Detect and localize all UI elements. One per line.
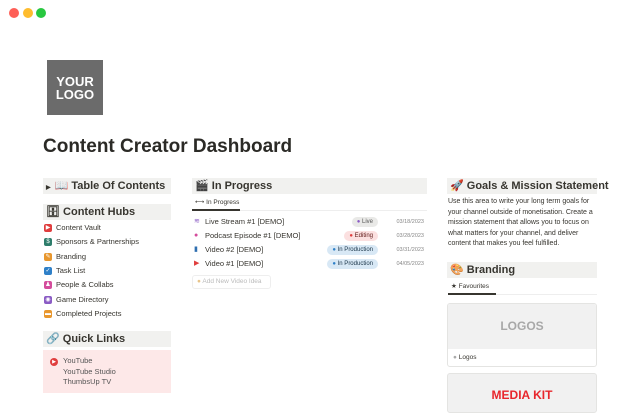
hub-link[interactable]: ▬ Completed Projects xyxy=(44,308,121,320)
status-label: In Production xyxy=(337,247,373,253)
link-icon: 🔗 xyxy=(46,333,60,345)
row-date: 03/31/2023 xyxy=(396,247,424,253)
status-badge: ● Editing xyxy=(344,231,378,241)
hub-label: Branding xyxy=(56,251,87,261)
card-cover: MEDIA KIT xyxy=(491,388,553,402)
pencil-icon: ✎ xyxy=(44,252,52,261)
tab-label: In Progress xyxy=(206,199,240,206)
page-icon: ● xyxy=(453,354,457,361)
close-button[interactable] xyxy=(9,8,19,18)
branding-tabs: ★ Favourites xyxy=(448,280,597,295)
media-kit-card[interactable]: MEDIA KIT xyxy=(447,373,597,413)
table-row[interactable]: ≋ Live Stream #1 [DEMO] ● Live 03/18/2023 xyxy=(194,216,424,228)
hub-label: Task List xyxy=(56,265,86,275)
table-row[interactable]: ▮ Video #2 [DEMO] ● In Production 03/31/2… xyxy=(194,244,424,256)
youtube-icon: ▶ xyxy=(50,358,58,366)
table-row[interactable]: ● Podcast Episode #1 [DEMO] ● Editing 03/… xyxy=(194,230,424,242)
wifi-icon: ≋ xyxy=(194,218,200,225)
video-icon: ▶ xyxy=(44,224,52,232)
link-youtube-studio[interactable]: YouTube Studio xyxy=(63,366,116,376)
row-date: 03/18/2023 xyxy=(396,219,424,225)
link-thumbsup-tv[interactable]: ThumbsUp TV xyxy=(63,377,112,386)
card-title: Logos xyxy=(458,354,477,361)
hub-label: Content Vault xyxy=(56,223,101,232)
book-icon: 📖 xyxy=(54,180,69,192)
button-label: Add New Video Idea xyxy=(202,278,262,285)
hub-link[interactable]: $ Sponsors & Partnerships xyxy=(44,236,139,248)
content-hubs-heading: 🗄 Content Hubs xyxy=(43,204,171,220)
hub-link[interactable]: ◉ Game Directory xyxy=(44,294,109,306)
minimize-button[interactable] xyxy=(23,8,33,18)
status-label: In Production xyxy=(337,261,373,267)
star-icon: ★ xyxy=(451,283,457,290)
status-badge: ● In Production xyxy=(327,259,378,269)
hub-label: Completed Projects xyxy=(56,308,122,318)
palette-icon: 🎨 xyxy=(450,264,464,276)
phone-icon: ▮ xyxy=(194,246,198,253)
quick-links-callout: ▶ YouTube YouTube Studio ThumbsUp TV xyxy=(43,350,171,393)
cabinet-icon: 🗄 xyxy=(46,206,60,218)
logo: YOUR LOGO xyxy=(47,60,103,115)
card-cover: LOGOS xyxy=(448,304,596,349)
add-video-idea-button[interactable]: ● Add New Video Idea xyxy=(192,275,271,289)
goals-heading: 🚀 Goals & Mission Statement xyxy=(447,178,609,194)
logo-text: LOGO xyxy=(55,86,95,102)
link-youtube[interactable]: YouTube xyxy=(63,356,93,365)
archive-icon: ▬ xyxy=(44,309,52,318)
branding-heading: 🎨 Branding xyxy=(447,262,597,278)
heading-text: Goals & Mission Statement xyxy=(466,180,609,192)
tab-in-progress[interactable]: ⟷ In Progress xyxy=(192,196,240,211)
heading-text: In Progress xyxy=(211,180,273,192)
view-tabs: ⟷ In Progress xyxy=(192,196,427,211)
hub-label: Sponsors & Partnerships xyxy=(56,237,139,247)
gamepad-icon: ◉ xyxy=(44,295,52,304)
play-icon: ▶ xyxy=(194,260,200,267)
row-date: 03/28/2023 xyxy=(396,233,424,239)
page-title: Content Creator Dashboard xyxy=(43,136,293,157)
tab-favourites[interactable]: ★ Favourites xyxy=(448,280,496,295)
maximize-button[interactable] xyxy=(36,8,46,18)
heading-text: Branding xyxy=(466,264,516,276)
microphone-icon: ● xyxy=(194,232,199,239)
plus-circle-icon: ● xyxy=(197,278,201,285)
clapper-icon: 🎬 xyxy=(195,180,209,192)
hub-label: Game Directory xyxy=(56,294,109,304)
hub-link[interactable]: ✓ Task List xyxy=(44,265,85,277)
board-icon: ⟷ xyxy=(195,199,205,206)
logos-card[interactable]: LOGOS ● Logos xyxy=(447,303,597,367)
triangle-right-icon: ▶ xyxy=(46,185,51,191)
table-row[interactable]: ▶ Video #1 [DEMO] ● In Production 04/05/2… xyxy=(194,258,424,270)
tab-label: Favourites xyxy=(458,283,489,290)
row-title: Live Stream #1 [DEMO] xyxy=(205,217,285,226)
rocket-icon: 🚀 xyxy=(450,180,464,192)
toc-toggle[interactable]: ▶ 📖 Table Of Contents xyxy=(43,178,171,194)
status-label: Editing xyxy=(354,233,373,239)
check-icon: ✓ xyxy=(44,266,52,275)
row-title: Video #1 [DEMO] xyxy=(205,259,264,268)
row-title: Video #2 [DEMO] xyxy=(205,245,264,254)
in-progress-heading: 🎬 In Progress xyxy=(192,178,427,194)
hub-link[interactable]: ♟ People & Collabs xyxy=(44,279,114,291)
heading-text: Quick Links xyxy=(62,333,126,345)
hub-link[interactable]: ▶ Content Vault xyxy=(44,222,101,234)
heading-text: Content Hubs xyxy=(63,206,136,218)
hub-link[interactable]: ✎ Branding xyxy=(44,251,86,263)
status-badge: ● Live xyxy=(351,217,378,227)
row-date: 04/05/2023 xyxy=(396,261,424,267)
status-badge: ● In Production xyxy=(327,245,378,255)
quick-links-heading: 🔗 Quick Links xyxy=(43,331,171,347)
goals-text: Use this area to write your long term go… xyxy=(448,198,593,247)
status-label: Live xyxy=(361,219,373,225)
toc-label: Table Of Contents xyxy=(71,180,166,192)
hub-label: People & Collabs xyxy=(56,280,114,290)
logo-text: YOUR xyxy=(56,73,94,89)
money-icon: $ xyxy=(44,238,52,247)
people-icon: ♟ xyxy=(44,281,52,290)
row-title: Podcast Episode #1 [DEMO] xyxy=(205,231,301,240)
